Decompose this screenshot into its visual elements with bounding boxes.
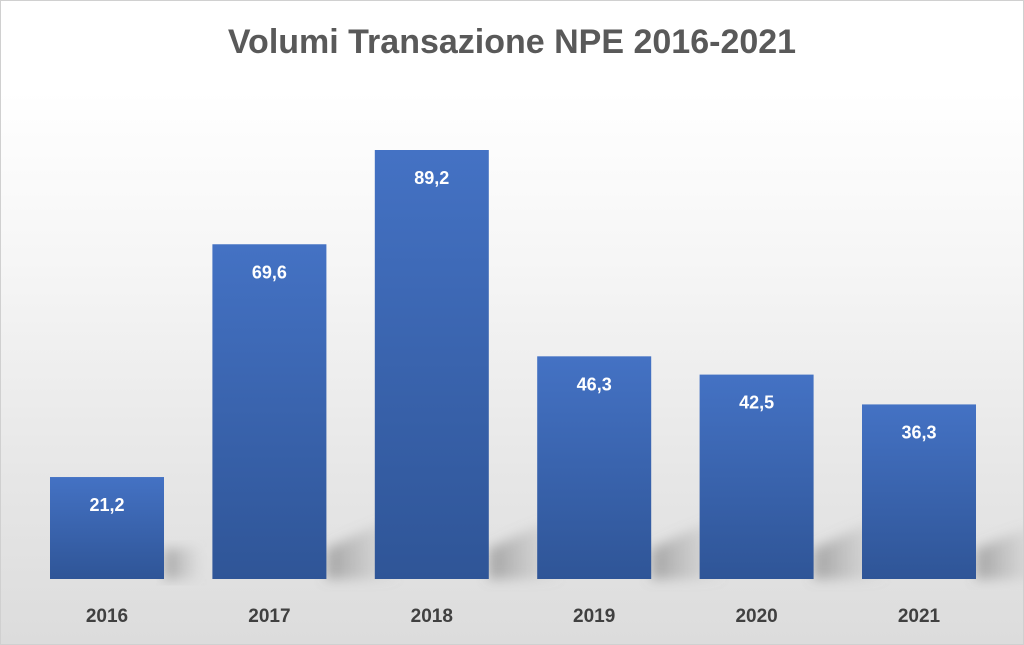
data-label-2016: 21,2: [89, 495, 124, 515]
bar-2019: [537, 356, 652, 579]
bars: [50, 150, 976, 579]
data-label-2020: 42,5: [739, 393, 774, 413]
x-tick-label-2019: 2019: [573, 606, 615, 627]
x-tick-label-2021: 2021: [898, 606, 941, 627]
x-tick-label-2020: 2020: [735, 606, 777, 627]
data-label-2018: 89,2: [414, 168, 449, 188]
bar-2018: [374, 150, 489, 579]
x-tick-label-2016: 2016: [86, 606, 128, 627]
data-label-2021: 36,3: [901, 422, 936, 442]
bar-2016: [50, 477, 164, 579]
bar-2020: [699, 374, 814, 579]
data-label-2019: 46,3: [577, 374, 612, 394]
bar-2017: [212, 244, 327, 579]
chart-title: Volumi Transazione NPE 2016-2021: [227, 23, 797, 61]
x-tick-label-2017: 2017: [248, 606, 290, 627]
bar-data-labels: 21,2 69,6 89,2 46,3 42,5 36,3: [89, 168, 936, 515]
bar-shadow: [976, 529, 1023, 579]
x-tick-label-2018: 2018: [411, 606, 453, 627]
bar-shadow: [164, 546, 200, 579]
data-label-2017: 69,6: [252, 262, 287, 282]
bar-2021: [862, 404, 976, 579]
x-axis-tick-labels: 2016 2017 2018 2019 2020 2021: [86, 606, 941, 627]
